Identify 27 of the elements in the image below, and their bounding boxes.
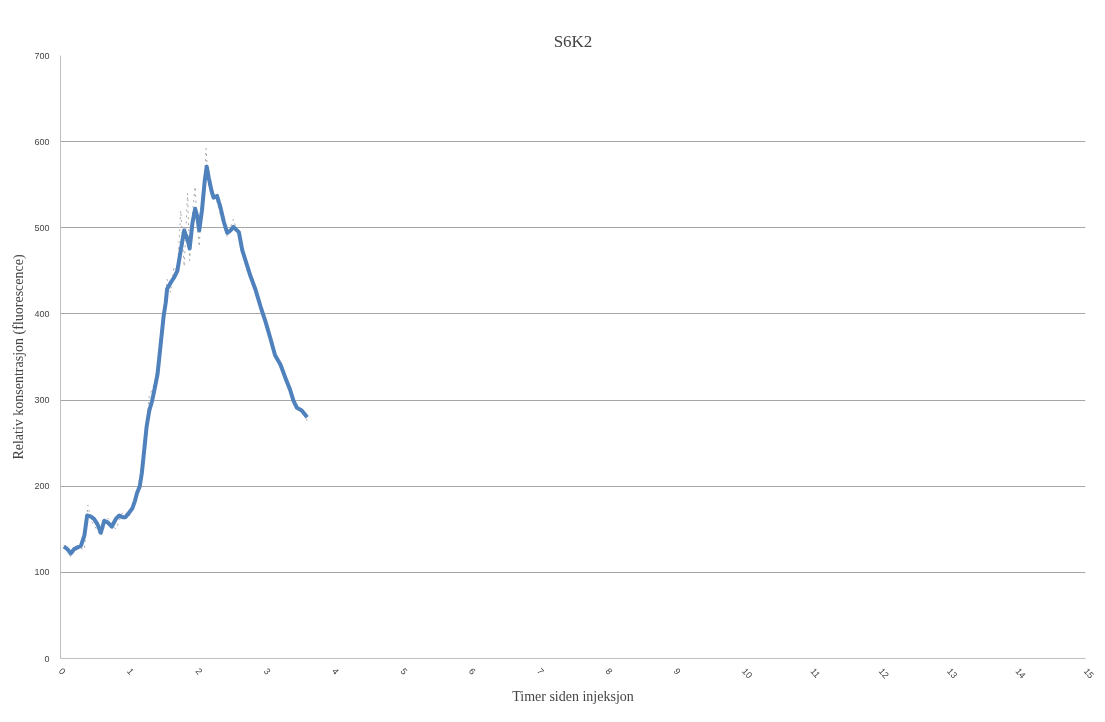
y-tick-label: 400 bbox=[34, 308, 50, 319]
x-tick-label: 8 bbox=[603, 666, 615, 677]
y-axis-title: Relativ konsentrasjon (fluorescence) bbox=[11, 254, 28, 460]
x-tick-label: 13 bbox=[945, 666, 960, 681]
y-tick-label: 700 bbox=[34, 50, 50, 61]
y-tick-label: 300 bbox=[34, 395, 50, 406]
y-tick-label: 200 bbox=[34, 481, 50, 492]
x-tick-label: 1 bbox=[125, 666, 136, 677]
x-tick-label: 6 bbox=[466, 666, 478, 677]
chart-title: S6K2 bbox=[553, 31, 593, 51]
x-tick-label: 11 bbox=[808, 666, 823, 680]
x-tick-label: 12 bbox=[876, 666, 891, 681]
x-tick-label: 0 bbox=[56, 666, 68, 677]
x-tick-label: 5 bbox=[398, 666, 410, 677]
x-axis-title: Timer siden injeksjon bbox=[512, 688, 634, 704]
x-tick-label: 4 bbox=[330, 666, 341, 677]
y-tick-label: 100 bbox=[34, 567, 50, 578]
x-tick-label: 3 bbox=[261, 666, 273, 677]
y-tick-label: 500 bbox=[34, 222, 50, 233]
x-tick-label: 9 bbox=[671, 666, 683, 677]
x-tick-label: 15 bbox=[1081, 666, 1096, 681]
x-tick-label: 14 bbox=[1013, 666, 1028, 681]
y-tick-label: 600 bbox=[34, 136, 50, 147]
x-tick-label: 2 bbox=[193, 666, 205, 677]
x-tick-label: 7 bbox=[535, 666, 546, 677]
y-tick-label: 0 bbox=[44, 653, 50, 664]
x-tick-label: 10 bbox=[740, 666, 755, 681]
